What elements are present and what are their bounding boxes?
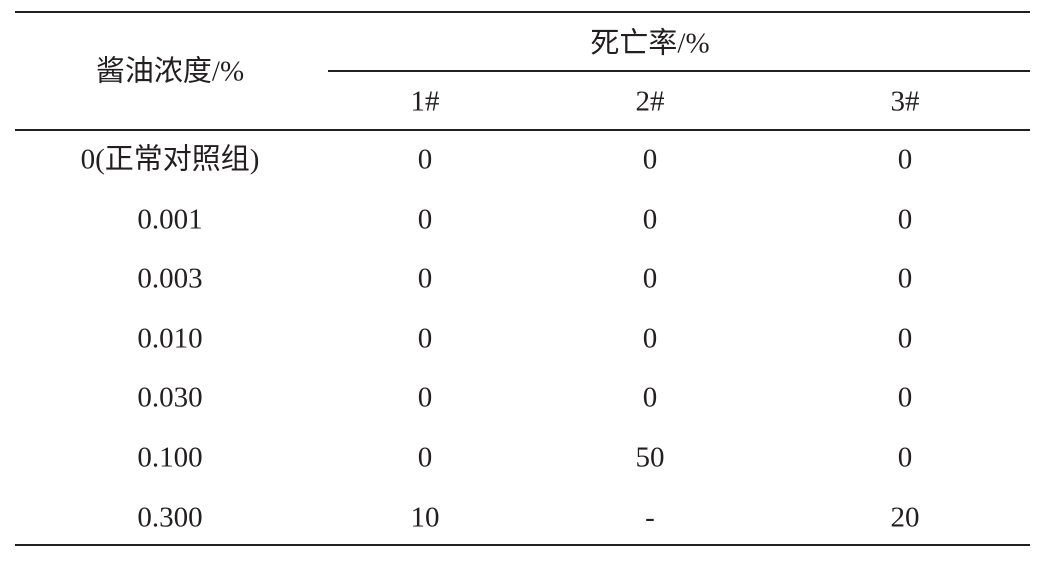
table-cell: 0 xyxy=(417,143,433,176)
top-rule xyxy=(15,11,1030,13)
group-header: 死亡率/% xyxy=(590,27,710,60)
table-cell: 0 xyxy=(417,441,433,474)
table-cell: 0 xyxy=(642,203,658,236)
table-cell: 0 xyxy=(417,381,433,414)
row-label: 0.030 xyxy=(137,381,203,414)
row-label: 0(正常对照组) xyxy=(80,143,260,176)
table-cell: 10 xyxy=(410,501,440,534)
row-label: 0.001 xyxy=(137,203,203,236)
table-cell: 0 xyxy=(642,381,658,414)
table-cell: 0 xyxy=(417,322,433,355)
row-label: 0.010 xyxy=(137,322,203,355)
table-cell: 0 xyxy=(417,262,433,295)
row-label: 0.300 xyxy=(137,501,203,534)
table-cell: 0 xyxy=(897,441,913,474)
table-cell: 0 xyxy=(897,143,913,176)
table-cell: - xyxy=(645,501,655,534)
table-cell: 0 xyxy=(417,203,433,236)
table-cell: 0 xyxy=(642,322,658,355)
table-cell: 0 xyxy=(897,203,913,236)
table-cell: 0 xyxy=(642,143,658,176)
bottom-rule xyxy=(15,544,1030,546)
row-label: 0.003 xyxy=(137,262,203,295)
table-cell: 0 xyxy=(642,262,658,295)
table-cell: 50 xyxy=(635,441,665,474)
table-cell: 0 xyxy=(897,262,913,295)
table-cell: 0 xyxy=(897,322,913,355)
column-header-1: 1# xyxy=(410,85,440,118)
row-header: 酱油浓度/% xyxy=(95,55,245,88)
table-cell: 0 xyxy=(897,381,913,414)
group-rule xyxy=(328,70,1030,72)
header-rule xyxy=(15,129,1030,131)
column-header-2: 2# xyxy=(635,85,665,118)
table-cell: 20 xyxy=(890,501,920,534)
column-header-3: 3# xyxy=(890,85,920,118)
row-label: 0.100 xyxy=(137,441,203,474)
